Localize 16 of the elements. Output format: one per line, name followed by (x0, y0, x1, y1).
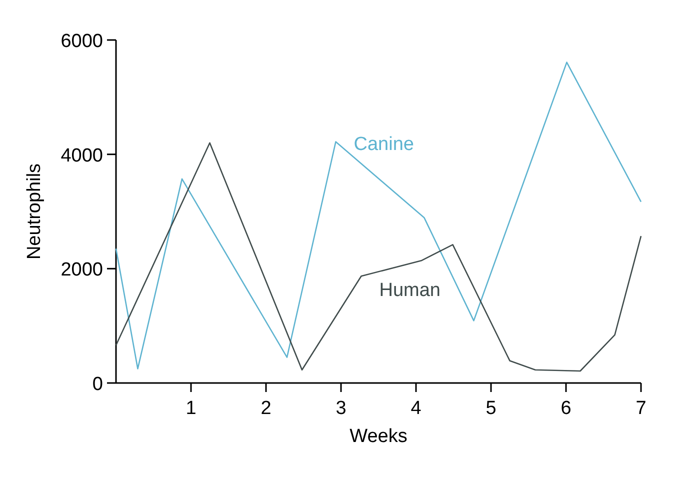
x-tick-label: 3 (336, 398, 346, 419)
y-axis-title: Neutrophils (24, 163, 45, 260)
x-tick-label: 4 (410, 398, 422, 419)
series-label: Canine (354, 134, 414, 155)
y-tick-label: 6000 (60, 31, 103, 52)
series-label: Human (379, 280, 440, 302)
x-axis-title: Weeks (350, 426, 408, 447)
y-tick-label: 2000 (60, 260, 103, 281)
line-series (115, 62, 642, 370)
y-tick-label: 0 (92, 374, 103, 395)
x-tick-label: 6 (560, 398, 572, 419)
x-tick-label: 5 (486, 398, 496, 419)
x-tick-label: 7 (636, 398, 646, 419)
x-tick-label: 2 (260, 398, 272, 419)
y-tick-label: 4000 (60, 145, 103, 166)
x-tick-label: 1 (186, 398, 196, 419)
